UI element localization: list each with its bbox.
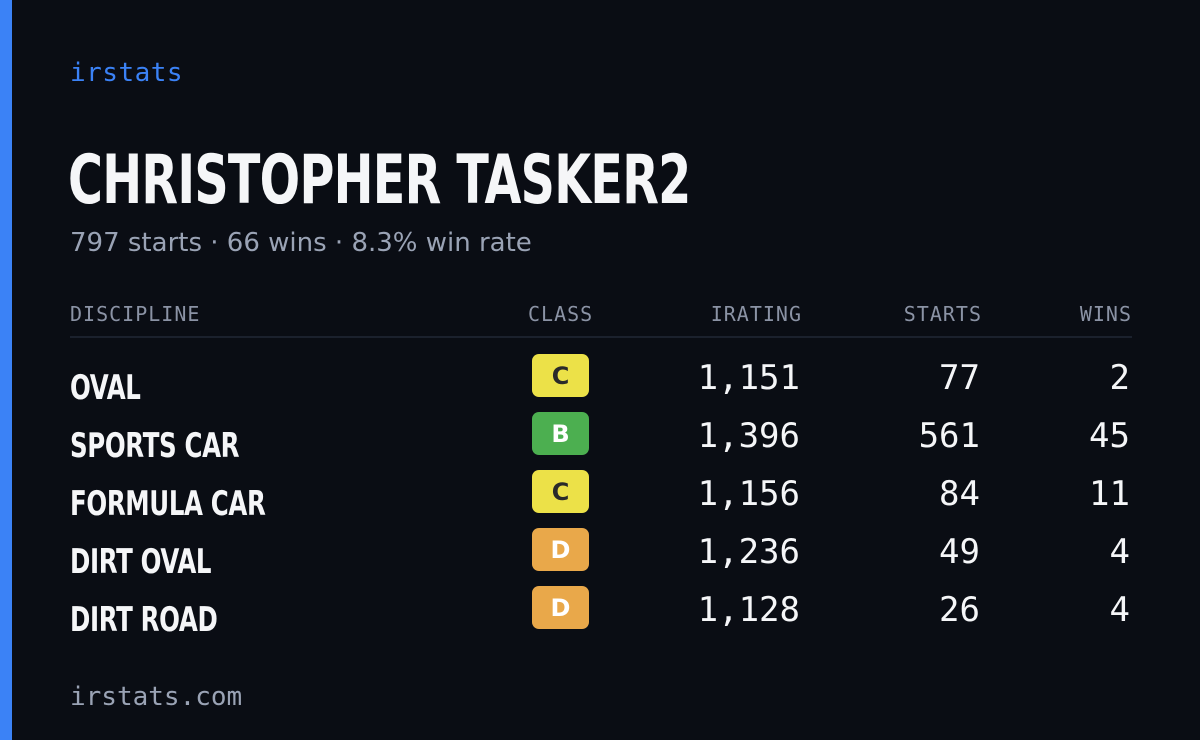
accent-bar bbox=[0, 0, 12, 740]
class-badge: C bbox=[532, 470, 589, 513]
irating-value: 1,128 bbox=[697, 590, 800, 630]
wins-value: 4 bbox=[1109, 532, 1130, 572]
player-summary: 797 starts · 66 wins · 8.3% win rate bbox=[70, 228, 532, 258]
header-starts: STARTS bbox=[903, 302, 982, 326]
player-name: CHRISTOPHER TASKER2 bbox=[68, 141, 691, 220]
starts-value: 77 bbox=[939, 358, 980, 398]
table-row: FORMULA CAR C 1,156 84 11 bbox=[70, 470, 1132, 528]
class-badge: B bbox=[532, 412, 589, 455]
table-row: DIRT OVAL D 1,236 49 4 bbox=[70, 528, 1132, 586]
brand-logo: irstats bbox=[70, 58, 184, 88]
table-row: SPORTS CAR B 1,396 561 45 bbox=[70, 412, 1132, 470]
wins-value: 45 bbox=[1089, 416, 1130, 456]
footer-url: irstats.com bbox=[70, 682, 243, 712]
discipline-name: OVAL bbox=[70, 368, 141, 408]
header-wins: WINS bbox=[1079, 302, 1132, 326]
stats-table: DISCIPLINE CLASS IRATING STARTS WINS OVA… bbox=[70, 296, 1132, 644]
irating-value: 1,151 bbox=[697, 358, 800, 398]
discipline-name: DIRT OVAL bbox=[70, 542, 212, 582]
starts-value: 561 bbox=[918, 416, 980, 456]
discipline-name: DIRT ROAD bbox=[70, 600, 218, 640]
irating-value: 1,156 bbox=[697, 474, 800, 514]
table-body: OVAL C 1,151 77 2 SPORTS CAR B 1,396 561… bbox=[70, 354, 1132, 644]
wins-value: 11 bbox=[1089, 474, 1130, 514]
class-badge: D bbox=[532, 528, 589, 571]
wins-value: 4 bbox=[1109, 590, 1130, 630]
discipline-name: SPORTS CAR bbox=[70, 426, 240, 466]
starts-value: 49 bbox=[939, 532, 980, 572]
irating-value: 1,396 bbox=[697, 416, 800, 456]
starts-value: 26 bbox=[939, 590, 980, 630]
wins-value: 2 bbox=[1109, 358, 1130, 398]
table-row: OVAL C 1,151 77 2 bbox=[70, 354, 1132, 412]
header-discipline: DISCIPLINE bbox=[70, 302, 201, 326]
class-badge: D bbox=[532, 586, 589, 629]
discipline-name: FORMULA CAR bbox=[70, 484, 266, 524]
header-class: CLASS bbox=[528, 302, 594, 326]
header-irating: IRATING bbox=[710, 302, 802, 326]
class-badge: C bbox=[532, 354, 589, 397]
table-row: DIRT ROAD D 1,128 26 4 bbox=[70, 586, 1132, 644]
irating-value: 1,236 bbox=[697, 532, 800, 572]
starts-value: 84 bbox=[939, 474, 980, 514]
table-header: DISCIPLINE CLASS IRATING STARTS WINS bbox=[70, 296, 1132, 338]
